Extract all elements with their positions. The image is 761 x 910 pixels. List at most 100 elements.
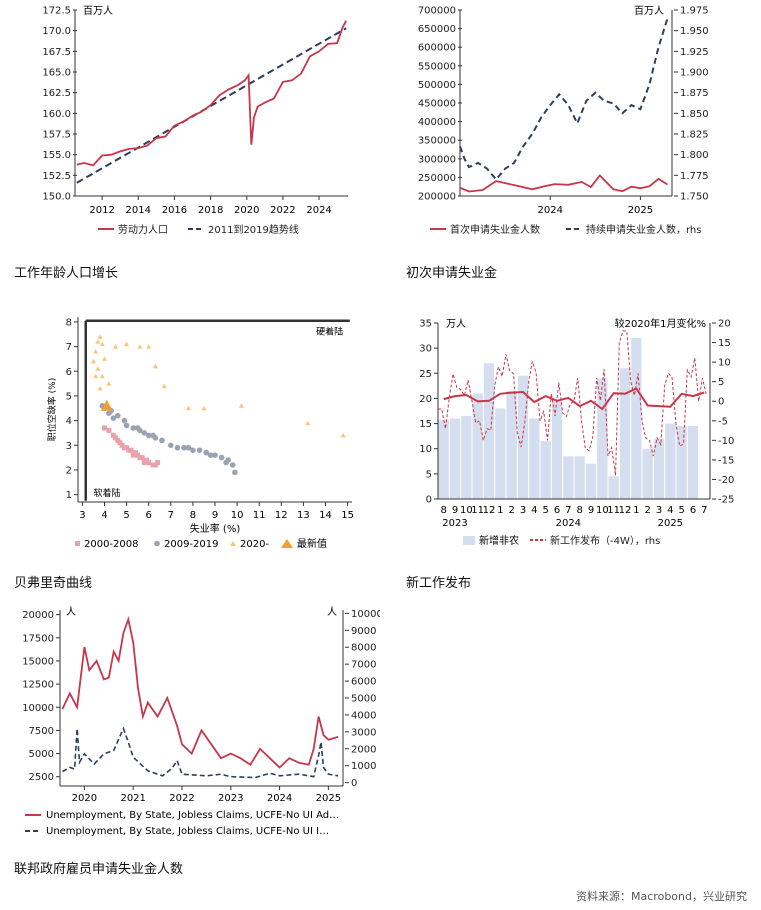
legend-initial-claims-label: 首次申请失业金人数 <box>450 223 540 236</box>
jobs-unit: 万人 <box>446 318 466 330</box>
labor-y-tick-label: 160.0 <box>42 109 71 120</box>
claims-y-tick-label: 500000 <box>418 80 456 91</box>
jobs-x-tick-label: 8 <box>440 505 446 516</box>
jobs-y2-tick-label: 10 <box>718 358 731 369</box>
point-2009-2019 <box>141 430 148 436</box>
bev-y-tick-label: 6 <box>66 367 72 378</box>
fed-x-tick-label: 2021 <box>120 793 145 804</box>
nonfarm-bar <box>551 400 563 499</box>
fed-x-tick-label: 2023 <box>218 793 243 804</box>
claims-y-tick-label: 300000 <box>418 154 456 165</box>
fed-y2-tick-label: 8000 <box>351 643 376 654</box>
nonfarm-bar <box>472 393 483 499</box>
nonfarm-bar <box>642 448 653 499</box>
jobs-x-tick-label: 10 <box>596 505 609 516</box>
soft-landing-label: 软着陆 <box>93 487 120 499</box>
point-2009-2019 <box>218 454 225 461</box>
bev-y-tick-label: 3 <box>66 441 72 452</box>
jobs-y-tick-label: 30 <box>419 344 432 355</box>
jobs-year-label: 2023 <box>442 518 467 529</box>
fed-x-tick-label: 2022 <box>169 793 194 804</box>
point-2000-2008 <box>155 460 161 466</box>
point-2020 <box>90 358 96 364</box>
point-2009-2019 <box>185 444 192 451</box>
trend-line <box>76 27 347 184</box>
legend-job-postings-label: 新工作发布（-4W），rhs <box>550 534 660 547</box>
point-2020 <box>93 349 99 354</box>
legend-nonfarm-label: 新增非农 <box>479 534 519 547</box>
point-2020 <box>97 334 103 339</box>
nonfarm-bar <box>653 438 665 499</box>
nonfarm-bar <box>449 418 461 499</box>
claims-y2-tick-label: 1.950 <box>680 26 709 37</box>
point-2009-2019 <box>223 459 229 466</box>
bev-y-tick-label: 7 <box>66 342 72 353</box>
bev-x-tick-label: 7 <box>168 510 174 521</box>
labor-x-tick-label: 2022 <box>270 205 295 216</box>
nonfarm-bar <box>563 456 574 499</box>
point-2009-2019 <box>181 444 187 451</box>
claims-y-tick-label: 250000 <box>418 173 456 184</box>
fed-y-tick-label: 2500 <box>29 772 54 783</box>
point-2000-2008 <box>146 460 152 466</box>
point-2009-2019 <box>121 417 128 424</box>
claims-y2-tick-label: 1.875 <box>680 88 709 99</box>
jobs-x-tick-label: 12 <box>483 505 496 516</box>
bev-y-tick-label: 4 <box>66 416 72 427</box>
bev-y-tick-label: 5 <box>66 391 72 402</box>
claims-y-tick-label: 350000 <box>418 136 456 147</box>
jobs-x-tick-label: 11 <box>471 505 484 516</box>
caption-job-postings: 新工作发布 <box>406 576 472 591</box>
jobs-x-tick-label: 2 <box>644 505 650 516</box>
point-2009-2019 <box>106 410 112 416</box>
labor-x-tick-label: 2018 <box>198 205 223 216</box>
hard-landing-label: 硬着陆 <box>316 325 343 337</box>
point-2009-2019 <box>110 415 117 421</box>
jobs-x-tick-label: 11 <box>607 505 620 516</box>
source-note: 资料来源：Macrobond，兴业研究 <box>576 890 747 903</box>
point-2009-2019 <box>212 452 218 458</box>
point-2020 <box>161 383 167 389</box>
claims-y2-tick-label: 1.800 <box>680 150 709 161</box>
point-2009-2019 <box>190 447 196 453</box>
legend-2009-2019-swatch <box>154 540 160 547</box>
jobs-x-tick-label: 2 <box>508 505 514 516</box>
jobs-y-tick-label: 5 <box>426 469 432 480</box>
jobs-y2-unit: 较2020年1月变化% <box>615 317 706 330</box>
point-2000-2008 <box>117 440 123 446</box>
labor-y-tick-label: 165.0 <box>42 68 71 79</box>
caption-jobless-claims: 初次申请失业金 <box>406 266 498 281</box>
point-2000-2008 <box>137 455 143 461</box>
jobs-x-tick-label: 3 <box>520 505 526 516</box>
point-2020 <box>102 356 108 361</box>
nonfarm-bar <box>461 416 472 499</box>
bev-x-tick-label: 6 <box>146 510 152 521</box>
jobs-y2-tick-label: 5 <box>718 377 724 388</box>
claims-y2-tick-label: 1.825 <box>680 130 709 141</box>
fed-y2-tick-label: 5000 <box>351 694 376 705</box>
jobs-y-tick-label: 35 <box>419 319 432 330</box>
labor-y-tick-label: 155.0 <box>42 150 71 161</box>
bev-x-tick-label: 5 <box>123 510 129 521</box>
fed-x-tick-label: 2020 <box>72 793 97 804</box>
nonfarm-bar <box>483 363 495 499</box>
fed-y2-tick-label: 10000 <box>351 609 380 620</box>
claims-y-tick-label: 400000 <box>418 117 456 128</box>
jobs-y2-tick-label: -15 <box>718 455 734 466</box>
jobs-x-tick-label: 8 <box>576 505 582 516</box>
jobs-x-tick-label: 4 <box>531 505 537 516</box>
nonfarm-bar <box>676 426 687 499</box>
fed-y2-tick-label: 2000 <box>351 744 376 755</box>
point-2020 <box>99 341 105 347</box>
point-2009-2019 <box>134 425 141 431</box>
fed-y2-tick-label: 1000 <box>351 761 376 772</box>
fed-y2-tick-label: 0 <box>351 778 357 789</box>
bev-y-axis-title: 职位空缺率 (%) <box>46 378 58 441</box>
labor-unit: 百万人 <box>83 5 113 17</box>
point-2000-2008 <box>126 447 132 453</box>
fed-y-tick-label: 17500 <box>22 633 54 644</box>
jobs-x-tick-label: 5 <box>542 505 548 516</box>
nonfarm-bar <box>597 378 608 499</box>
bev-x-tick-label: 4 <box>101 510 107 521</box>
nonfarm-bar <box>631 338 642 499</box>
